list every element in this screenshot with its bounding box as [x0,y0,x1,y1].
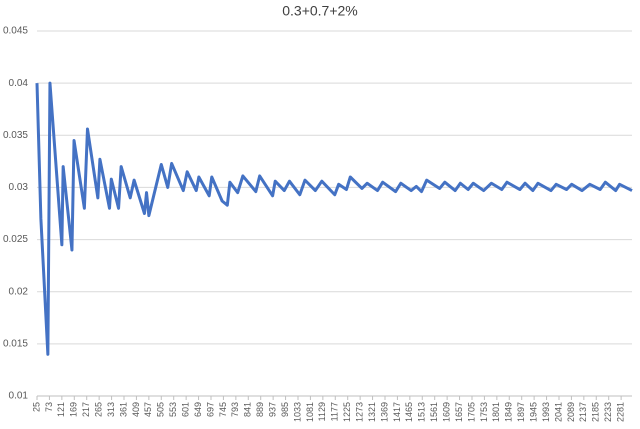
data-line [35,81,633,356]
x-tick-label: 1225 [342,402,352,422]
x-tick-label: 1177 [330,402,340,421]
x-tick-label: 697 [205,402,215,417]
x-tick-label: 409 [131,402,141,417]
x-tick-label: 169 [69,402,79,417]
x-tick-label: 985 [280,402,290,417]
x-tick-label: 1273 [355,402,365,422]
y-tick-label: 0.02 [9,286,29,297]
x-tick-label: 1705 [466,402,476,422]
y-tick-label: 0.03 [9,182,29,193]
x-tick-label: 505 [156,402,166,417]
x-tick-label: 1945 [529,402,539,422]
y-tick-label: 0.01 [9,391,29,402]
y-tick-label: 0.035 [3,130,28,141]
chart-title: 0.3+0.7+2% [282,3,358,19]
x-tick-label: 1369 [379,402,389,422]
x-tick-label: 1417 [392,402,402,422]
x-tick-label: 1993 [541,402,551,422]
x-tick-label: 1033 [292,402,302,422]
y-tick-label: 0.045 [3,26,28,37]
x-tick-label: 1753 [479,402,489,422]
x-tick-label: 121 [56,402,66,417]
x-tick-label: 2041 [553,402,563,422]
x-tick-label: 313 [106,402,116,417]
x-tick-label: 793 [230,402,240,417]
x-tick-label: 2281 [616,402,626,422]
x-tick-label: 601 [181,402,191,417]
x-tick-label: 1129 [317,402,327,421]
x-tick-label: 1465 [404,402,414,422]
x-tick-label: 457 [143,402,153,417]
x-tick-label: 2137 [578,402,588,422]
y-tick-label: 0.015 [3,338,28,349]
x-tick-label: 1801 [491,402,501,422]
x-tick-label: 889 [255,402,265,417]
x-tick-label: 2185 [591,402,601,422]
x-tick-label: 265 [94,402,104,417]
x-tick-label: 553 [168,402,178,417]
x-tick-label: 1081 [305,402,315,422]
x-tick-label: 25 [31,402,41,412]
x-tick-label: 745 [218,402,228,417]
x-tick-label: 1657 [454,402,464,422]
x-tick-label: 1849 [504,402,514,422]
y-tick-label: 0.04 [9,78,29,89]
x-tick-label: 361 [118,402,128,417]
x-tick-label: 1561 [429,402,439,422]
x-tick-label: 73 [44,402,54,412]
x-tick-label: 1609 [442,402,452,422]
x-tick-label: 937 [268,402,278,417]
y-tick-label: 0.025 [3,234,28,245]
x-tick-label: 841 [243,402,253,417]
x-tick-label: 1897 [516,402,526,422]
x-tick-label: 2089 [566,402,576,422]
x-tick-label: 1513 [417,402,427,422]
x-tick-label: 1321 [367,402,377,422]
x-tick-label: 2233 [603,402,613,422]
x-tick-label: 649 [193,402,203,417]
x-tick-label: 217 [81,402,91,417]
